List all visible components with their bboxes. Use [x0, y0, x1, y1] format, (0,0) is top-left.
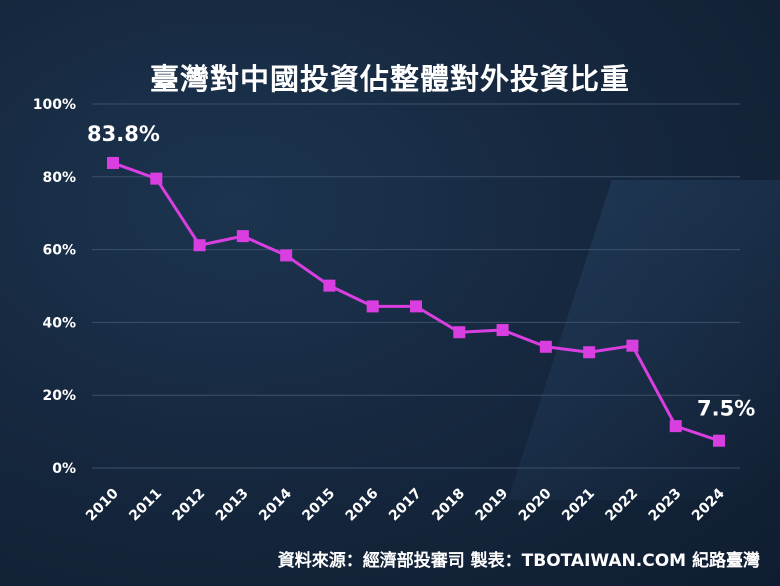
- source-note: 資料來源：經濟部投審司 製表：TBOTAIWAN.COM 紀路臺灣: [277, 551, 760, 571]
- data-point: [453, 326, 466, 339]
- x-tick-label: 2022: [602, 486, 641, 525]
- y-tick-label: 80%: [42, 170, 76, 186]
- data-point: [626, 339, 639, 352]
- x-tick-label: 2011: [126, 486, 165, 525]
- x-tick-label: 2010: [83, 485, 122, 524]
- y-tick-label: 0%: [52, 461, 76, 477]
- chart-title: 臺灣對中國投資佔整體對外投資比重: [149, 62, 630, 96]
- x-tick-label: 2013: [213, 486, 252, 525]
- data-point: [496, 324, 509, 337]
- x-tick-label: 2012: [170, 486, 209, 525]
- x-tick-label: 2020: [516, 485, 555, 524]
- x-tick-label: 2016: [343, 486, 382, 525]
- data-point: [366, 300, 379, 313]
- x-tick-label: 2018: [429, 486, 468, 525]
- data-point: [583, 346, 596, 359]
- x-tick-label: 2015: [299, 486, 338, 525]
- y-tick-label: 60%: [42, 243, 76, 259]
- x-tick-label: 2024: [689, 485, 728, 524]
- data-point: [669, 420, 682, 433]
- data-point: [280, 249, 293, 262]
- data-point: [323, 279, 336, 292]
- data-point: [539, 340, 552, 353]
- y-tick-label: 40%: [42, 315, 76, 331]
- x-tick-label: 2017: [386, 486, 425, 525]
- x-tick-label: 2021: [559, 486, 598, 525]
- x-tick-label: 2023: [646, 486, 685, 525]
- data-point: [107, 156, 119, 169]
- data-label: 83.8%: [87, 122, 160, 146]
- data-point: [150, 172, 163, 185]
- data-point: [410, 300, 422, 313]
- data-point: [713, 434, 725, 447]
- data-label: 7.5%: [697, 397, 755, 421]
- y-tick-label: 20%: [42, 388, 76, 404]
- x-tick-label: 2019: [473, 486, 512, 525]
- x-tick-label: 2014: [256, 485, 295, 524]
- data-point: [236, 230, 249, 243]
- y-tick-label: 100%: [33, 97, 76, 113]
- data-point: [193, 239, 206, 252]
